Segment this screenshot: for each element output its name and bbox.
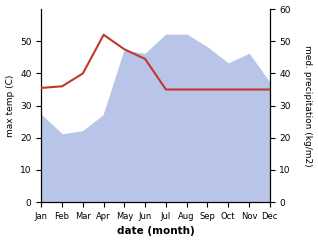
X-axis label: date (month): date (month)	[117, 227, 194, 236]
Y-axis label: max temp (C): max temp (C)	[5, 75, 15, 137]
Y-axis label: med. precipitation (kg/m2): med. precipitation (kg/m2)	[303, 45, 313, 166]
